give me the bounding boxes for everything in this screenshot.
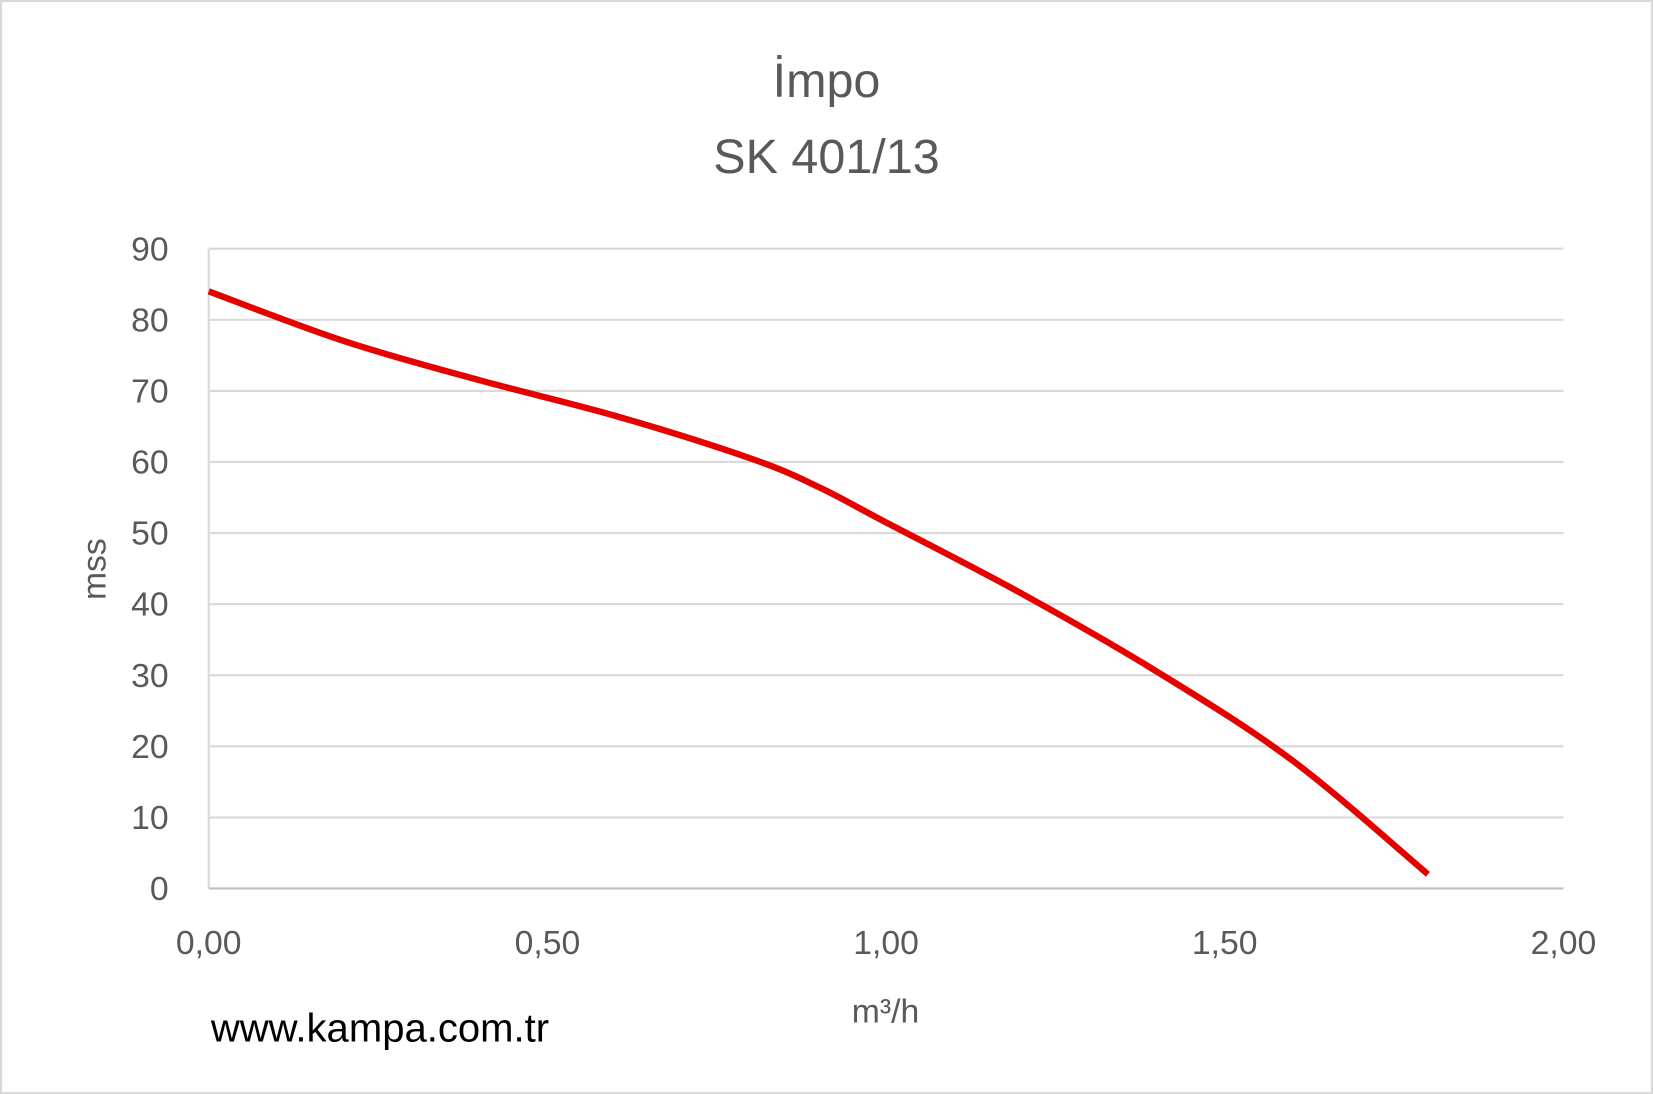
x-tick-label: 1,50 [1192,924,1258,962]
y-tick-label: 90 [131,230,169,268]
x-axis-label: m³/h [852,992,919,1030]
x-tick-label: 1,00 [853,924,919,962]
y-axis-label: mss [75,538,113,600]
y-tick-label: 0 [150,870,169,908]
x-tick-label: 0,50 [515,924,581,962]
y-tick-label: 40 [131,586,169,624]
y-tick-label: 20 [131,728,169,766]
y-tick-label: 60 [131,444,169,482]
y-tick-label: 70 [131,372,169,410]
series-line [207,288,1430,877]
x-tick-label: 0,00 [176,924,242,962]
x-tick-label: 2,00 [1531,924,1597,962]
y-tick-label: 10 [131,799,169,837]
y-tick-label: 30 [131,657,169,695]
chart-subtitle: SK 401/13 [713,130,939,184]
chart-title: İmpo [773,54,881,108]
y-tick-label: 50 [131,515,169,553]
y-tick-label: 80 [131,301,169,339]
website-annotation: www.kampa.com.tr [210,1006,549,1050]
